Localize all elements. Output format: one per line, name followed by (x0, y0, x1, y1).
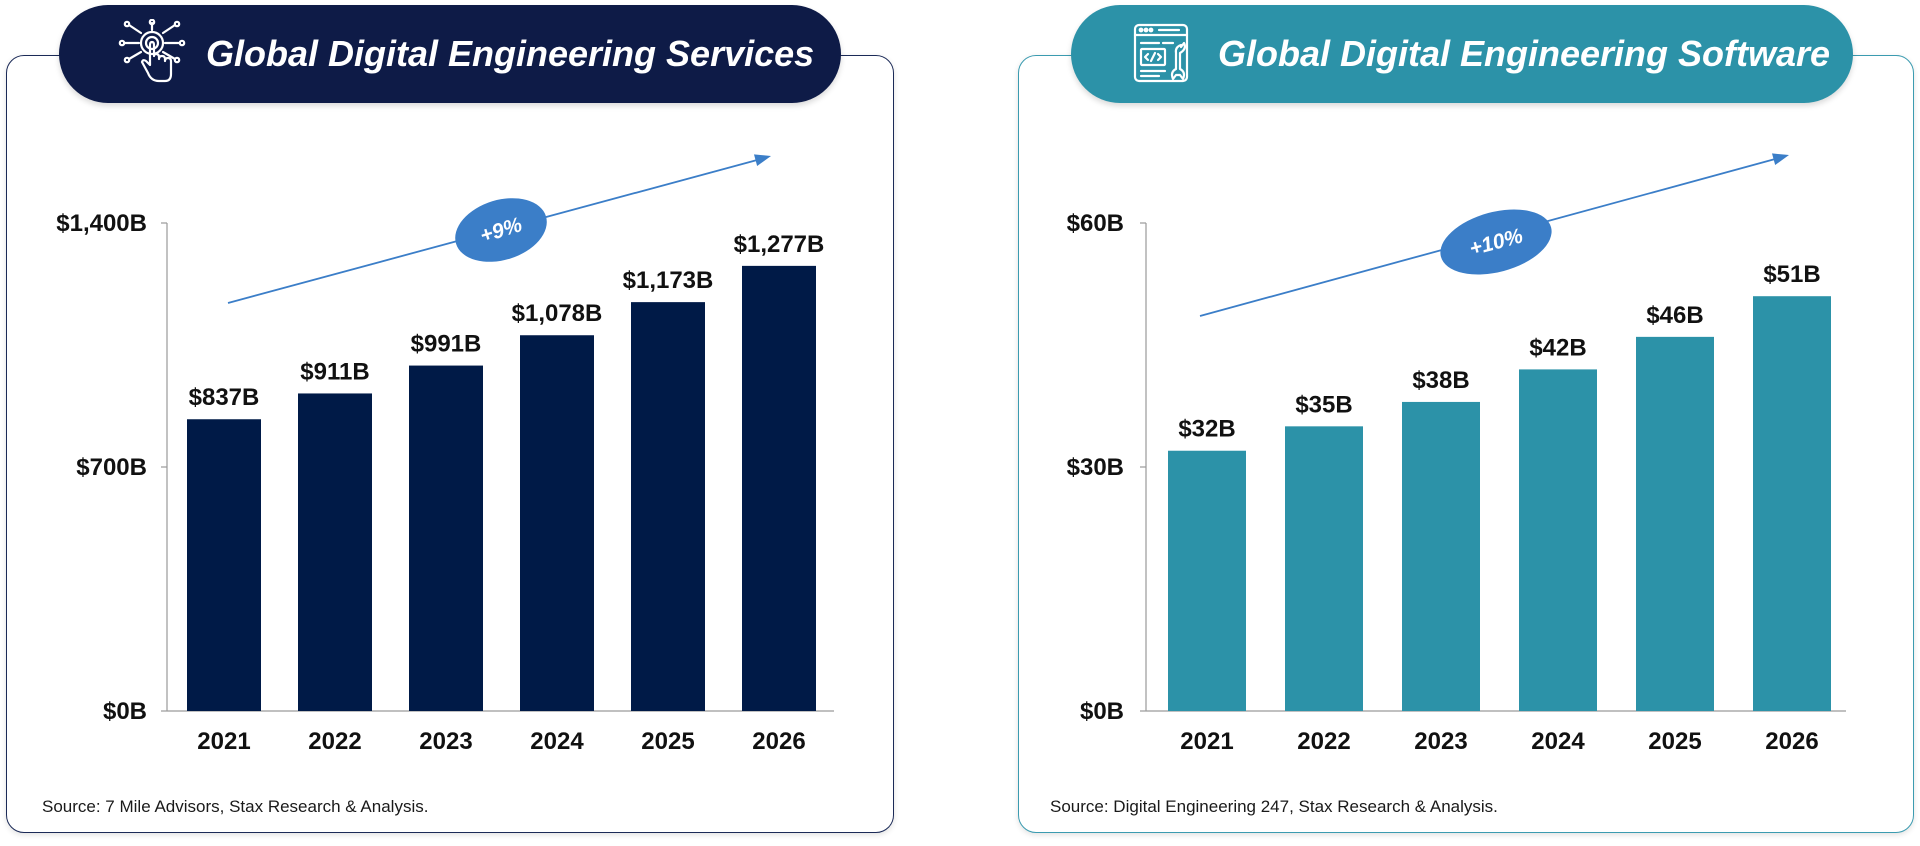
software-data-label: $51B (1763, 261, 1820, 288)
software-y-tick-label: $0B (1080, 698, 1124, 725)
services-cagr-badge (455, 198, 547, 262)
services-x-tick-label: 2023 (419, 728, 472, 755)
services-data-label: $837B (189, 384, 260, 411)
services-x-tick-label: 2021 (197, 728, 250, 755)
software-chart-title: Global Digital Engineering Software (1218, 33, 1831, 74)
software-x-tick-label: 2024 (1531, 728, 1585, 755)
software-x-tick-label: 2023 (1414, 728, 1467, 755)
services-bar (409, 365, 483, 711)
services-bar-chart: $0B $700B $1,400B $837B 2021 $911B 2022 $991B 20… (56, 154, 834, 755)
software-x-tick-label: 2026 (1765, 728, 1818, 755)
services-data-label: $1,277B (734, 231, 825, 258)
services-bar (520, 335, 594, 711)
services-chart-title: Global Digital Engineering Services (206, 33, 815, 74)
services-bar (742, 265, 816, 711)
services-y-tick-label: $700B (76, 454, 147, 481)
services-bar (187, 419, 261, 711)
code-wrench-icon (1133, 23, 1189, 83)
services-bar (298, 393, 372, 711)
services-x-tick-label: 2025 (641, 728, 694, 755)
software-bar (1753, 296, 1831, 711)
software-data-label: $38B (1412, 367, 1469, 394)
software-bar (1519, 369, 1597, 711)
software-cagr-badge (1440, 209, 1552, 275)
software-data-label: $32B (1178, 416, 1235, 443)
services-data-label: $1,078B (512, 300, 603, 327)
software-bar (1285, 426, 1363, 711)
services-source-note: Source: 7 Mile Advisors, Stax Research &… (42, 797, 429, 816)
software-growth-arrow-head (1771, 153, 1789, 166)
services-y-tick-label: $0B (103, 698, 147, 725)
services-y-tick-label: $1,400B (56, 210, 147, 237)
services-x-tick-label: 2026 (752, 728, 805, 755)
services-data-label: $991B (411, 331, 482, 358)
software-data-label: $46B (1646, 302, 1703, 329)
software-y-tick-label: $30B (1067, 454, 1124, 481)
services-x-tick-label: 2022 (308, 728, 361, 755)
software-y-tick-label: $60B (1067, 210, 1124, 237)
software-bar (1402, 401, 1480, 711)
services-data-label: $911B (300, 358, 369, 385)
software-x-tick-label: 2021 (1180, 728, 1233, 755)
software-x-tick-label: 2022 (1297, 728, 1350, 755)
services-data-label: $1,173B (623, 267, 714, 294)
software-bar (1636, 336, 1714, 711)
software-bar (1168, 450, 1246, 711)
software-data-label: $42B (1529, 334, 1586, 361)
services-title-banner: Global Digital Engineering Services (59, 5, 841, 103)
software-x-tick-label: 2025 (1648, 728, 1701, 755)
software-data-label: $35B (1295, 391, 1352, 418)
digital-touch-icon (118, 19, 186, 83)
software-title-banner: Global Digital Engineering Software (1071, 5, 1853, 103)
services-bar (631, 302, 705, 711)
services-growth-arrow-head (753, 154, 771, 166)
software-source-note: Source: Digital Engineering 247, Stax Re… (1050, 797, 1498, 816)
services-x-tick-label: 2024 (530, 728, 584, 755)
